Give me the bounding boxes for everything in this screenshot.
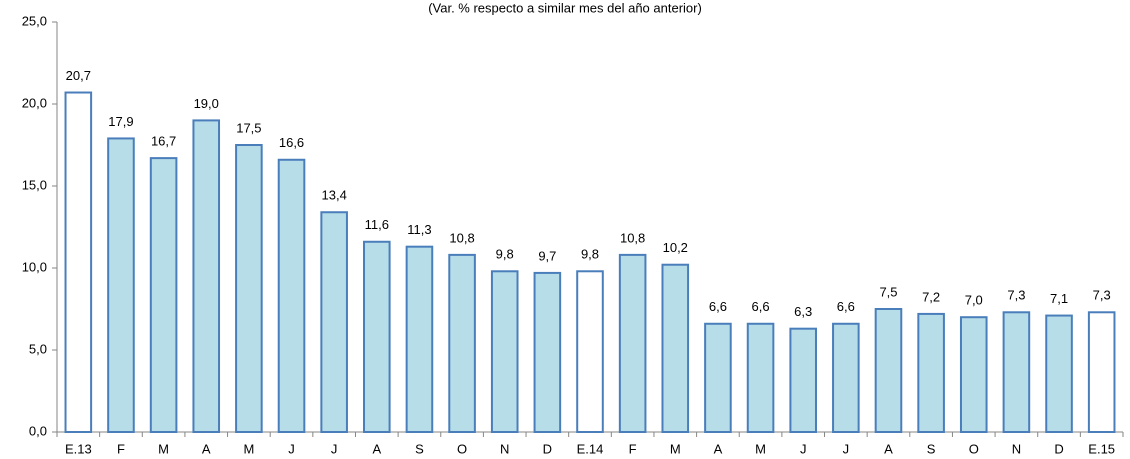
data-label: 6,6 bbox=[837, 299, 855, 314]
data-label: 16,7 bbox=[151, 134, 176, 149]
y-tick-label: 5,0 bbox=[29, 341, 47, 356]
bar bbox=[1045, 314, 1073, 433]
bar bbox=[533, 271, 562, 434]
x-tick-label: M bbox=[158, 441, 169, 456]
bar bbox=[704, 322, 732, 434]
bar bbox=[277, 158, 306, 433]
x-tick-label: J bbox=[843, 441, 850, 456]
x-tick-label: A bbox=[714, 441, 723, 456]
x-tick-label: N bbox=[500, 441, 509, 456]
bar bbox=[363, 240, 391, 433]
x-tick-label: F bbox=[629, 441, 637, 456]
bar bbox=[64, 91, 93, 434]
data-label: 7,3 bbox=[1093, 288, 1111, 303]
data-label: 9,8 bbox=[581, 247, 599, 262]
x-tick-label: D bbox=[1054, 441, 1063, 456]
bar bbox=[405, 245, 434, 433]
data-label: 7,2 bbox=[922, 289, 940, 304]
bar bbox=[448, 253, 476, 433]
bar bbox=[959, 316, 988, 434]
bar bbox=[661, 263, 690, 433]
y-tick-label: 0,0 bbox=[29, 423, 47, 438]
x-tick-label: F bbox=[117, 441, 125, 456]
x-tick-label: J bbox=[331, 441, 338, 456]
x-tick-label: E.15 bbox=[1088, 441, 1115, 456]
chart-subtitle: (Var. % respecto a similar mes del año a… bbox=[428, 0, 702, 15]
data-label: 6,6 bbox=[752, 299, 770, 314]
bar bbox=[107, 137, 135, 433]
data-label: 11,3 bbox=[407, 222, 431, 237]
data-label: 6,3 bbox=[794, 304, 812, 319]
data-label: 7,0 bbox=[965, 293, 983, 308]
data-label: 7,5 bbox=[879, 284, 897, 299]
data-label: 19,0 bbox=[194, 96, 219, 111]
bar bbox=[618, 253, 647, 433]
x-tick-label: E.13 bbox=[65, 441, 92, 456]
x-tick-label: J bbox=[288, 441, 295, 456]
x-tick-label: J bbox=[800, 441, 807, 456]
data-label: 17,5 bbox=[236, 120, 261, 135]
x-tick-label: D bbox=[543, 441, 552, 456]
y-tick-label: 10,0 bbox=[22, 259, 47, 274]
data-label: 10,8 bbox=[449, 230, 474, 245]
bar bbox=[192, 119, 221, 434]
x-tick-label: A bbox=[372, 441, 381, 456]
x-tick-label: A bbox=[202, 441, 211, 456]
bar bbox=[789, 327, 817, 433]
bar bbox=[832, 322, 860, 434]
bar bbox=[746, 322, 775, 434]
bar bbox=[874, 308, 903, 433]
x-tick-label: O bbox=[457, 441, 467, 456]
y-tick-label: 25,0 bbox=[22, 13, 47, 28]
data-label: 17,9 bbox=[108, 114, 133, 129]
data-label: 9,7 bbox=[538, 248, 556, 263]
data-label: 13,4 bbox=[322, 188, 347, 203]
data-label: 6,6 bbox=[709, 299, 727, 314]
data-label: 10,2 bbox=[663, 240, 688, 255]
x-tick-label: M bbox=[243, 441, 254, 456]
x-tick-label: E.14 bbox=[577, 441, 604, 456]
data-label: 10,8 bbox=[620, 230, 645, 245]
bar bbox=[235, 144, 263, 433]
bar bbox=[149, 157, 178, 433]
x-tick-label: S bbox=[927, 441, 936, 456]
data-label: 16,6 bbox=[279, 135, 304, 150]
data-label: 7,3 bbox=[1007, 288, 1025, 303]
data-label: 11,6 bbox=[365, 217, 389, 232]
y-tick-label: 15,0 bbox=[22, 177, 47, 192]
x-tick-label: A bbox=[884, 441, 893, 456]
data-label: 20,7 bbox=[66, 68, 91, 83]
x-tick-label: O bbox=[969, 441, 979, 456]
x-tick-label: M bbox=[755, 441, 766, 456]
bar bbox=[490, 270, 519, 433]
data-label: 7,1 bbox=[1050, 291, 1068, 306]
bar bbox=[1002, 311, 1031, 433]
x-tick-label: S bbox=[415, 441, 424, 456]
x-tick-label: N bbox=[1012, 441, 1021, 456]
x-tick-label: M bbox=[670, 441, 681, 456]
bar bbox=[320, 211, 348, 433]
data-label: 9,8 bbox=[496, 247, 514, 262]
bar bbox=[917, 312, 945, 434]
bar bbox=[1087, 311, 1116, 433]
y-tick-label: 20,0 bbox=[22, 95, 47, 110]
bar bbox=[576, 270, 604, 433]
